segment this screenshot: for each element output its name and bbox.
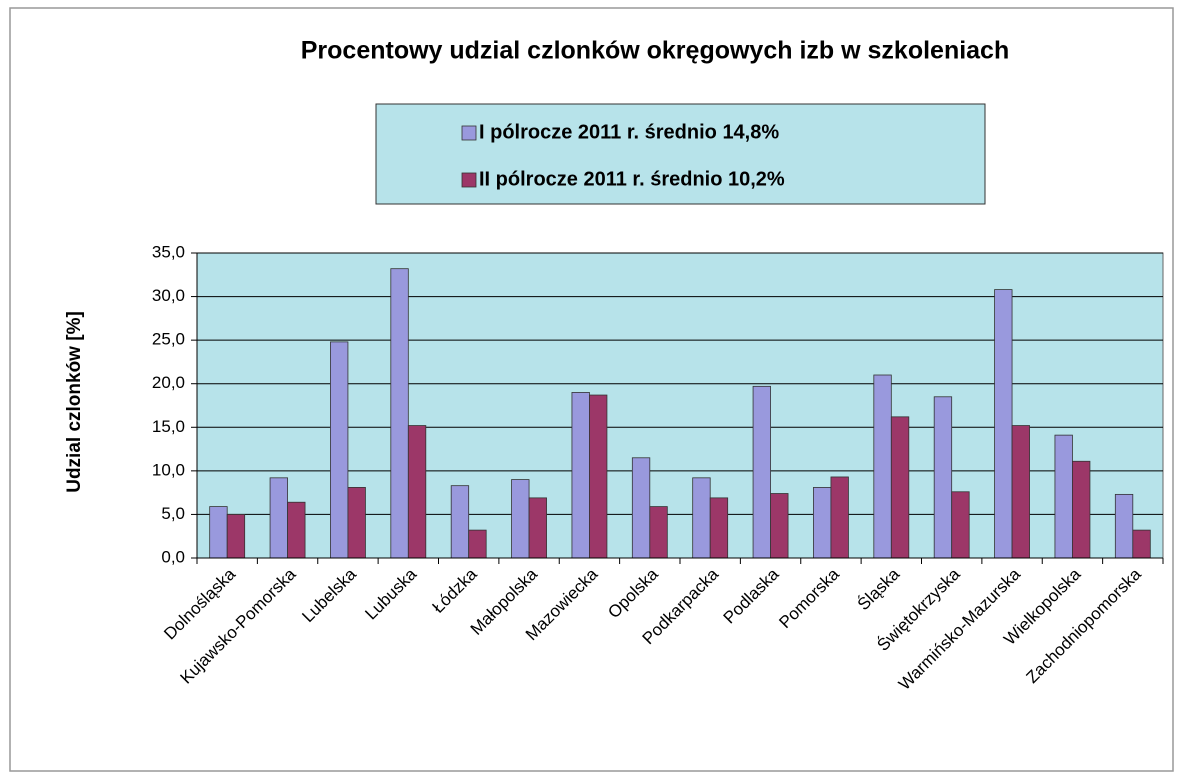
legend-swatch xyxy=(461,125,477,141)
bar xyxy=(1054,434,1073,559)
legend-box xyxy=(375,103,986,205)
bar xyxy=(589,394,608,559)
legend-label: I pólrocze 2011 r. średnio 14,8% xyxy=(479,121,779,143)
bar xyxy=(1011,425,1030,559)
bar xyxy=(511,479,530,559)
bar xyxy=(269,477,288,559)
bar xyxy=(813,487,832,559)
legend-label: II pólrocze 2011 r. średnio 10,2% xyxy=(479,168,785,190)
y-axis-label: Udzial czlonków [%] xyxy=(64,311,85,493)
bar xyxy=(450,485,470,559)
y-tick-label: 15,0 xyxy=(152,417,185,436)
bar xyxy=(528,497,547,559)
bar xyxy=(890,416,910,559)
chart-title: Procentowy udzial czlonków okręgowych iz… xyxy=(301,37,1009,65)
bar xyxy=(994,289,1013,559)
bar xyxy=(468,529,487,559)
bar xyxy=(951,491,970,559)
y-tick-label: 35,0 xyxy=(152,242,185,261)
y-tick-label: 0,0 xyxy=(161,547,185,566)
bar xyxy=(407,425,427,559)
bar xyxy=(1132,529,1151,559)
bar xyxy=(209,506,228,559)
y-tick-label: 10,0 xyxy=(152,460,185,479)
bar xyxy=(752,385,771,559)
bar xyxy=(692,477,711,559)
bar xyxy=(330,341,349,559)
bar xyxy=(709,497,729,559)
y-tick-label: 30,0 xyxy=(152,286,185,305)
legend-swatch xyxy=(461,172,477,188)
bar xyxy=(770,493,789,559)
y-tick-label: 5,0 xyxy=(161,504,185,523)
bar xyxy=(873,374,892,559)
y-tick-label: 20,0 xyxy=(152,373,185,392)
bar xyxy=(390,268,409,559)
bar xyxy=(631,457,651,559)
bar xyxy=(226,514,246,559)
bar xyxy=(649,506,668,559)
bar xyxy=(1114,493,1134,559)
bar xyxy=(1072,460,1091,559)
bar xyxy=(830,476,849,559)
bar xyxy=(933,396,953,559)
bar xyxy=(571,392,590,559)
y-tick-label: 25,0 xyxy=(152,330,185,349)
bar xyxy=(287,501,306,559)
bar xyxy=(347,487,366,559)
